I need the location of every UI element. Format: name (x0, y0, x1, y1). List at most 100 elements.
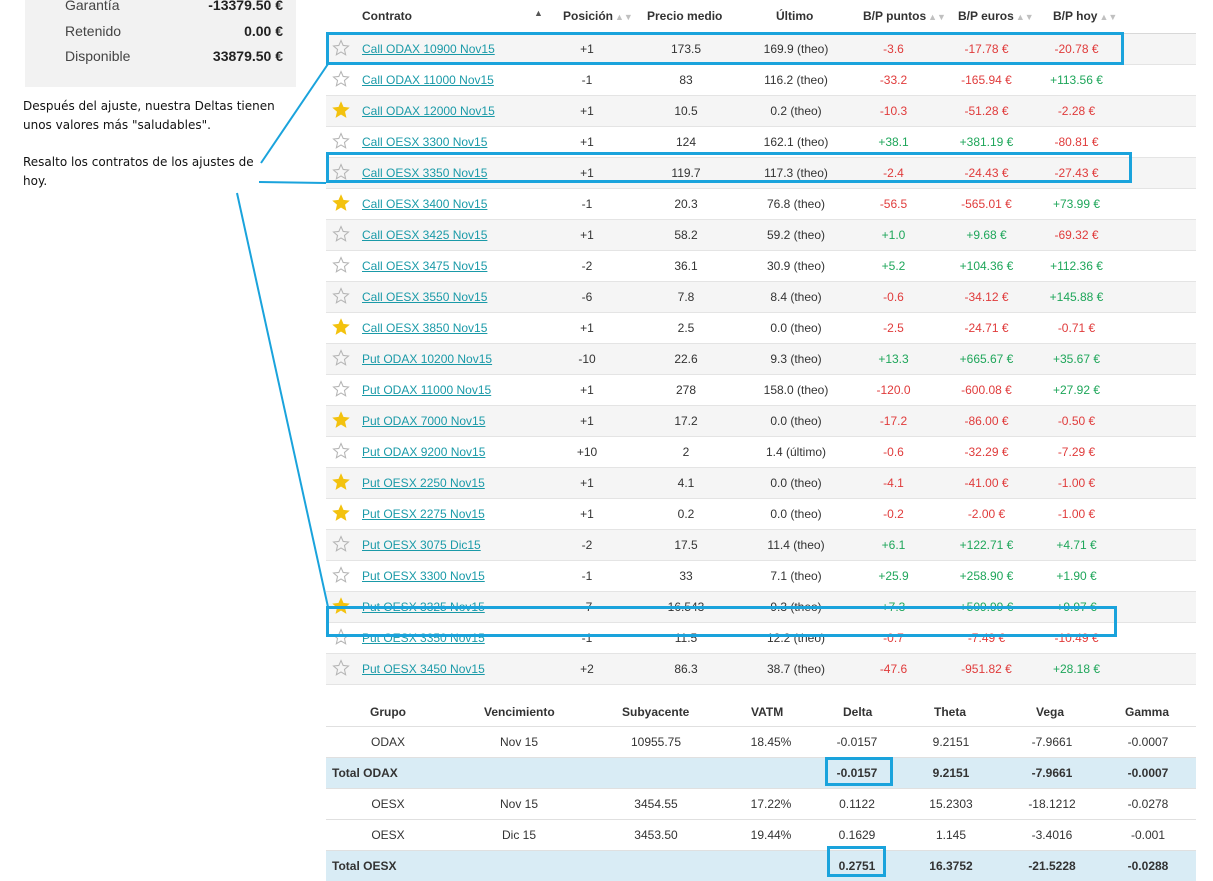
star-filled-icon[interactable] (332, 101, 350, 119)
contract-link[interactable]: Put OESX 2275 Nov15 (362, 507, 485, 521)
cell-ultimo: 12.2 (theo) (766, 631, 826, 645)
star-filled-icon[interactable] (332, 194, 350, 212)
contract-link[interactable]: Call OESX 3550 Nov15 (362, 290, 488, 304)
contract-link[interactable]: Put OESX 3325 Nov15 (362, 600, 485, 614)
cell-pts: -120.0 (876, 383, 911, 397)
cell-pos: +1 (580, 228, 594, 242)
star-outline-icon[interactable] (332, 163, 350, 181)
contract-link[interactable]: Call OESX 3475 Nov15 (362, 259, 488, 273)
star-filled-icon[interactable] (332, 473, 350, 491)
star-filled-icon[interactable] (332, 597, 350, 615)
contract-link[interactable]: Call OESX 3850 Nov15 (362, 321, 488, 335)
cell-ultimo: 9.3 (theo) (770, 600, 822, 614)
cell-hoy: -80.81 € (1054, 135, 1099, 149)
contract-link[interactable]: Call ODAX 12000 Nov15 (362, 104, 495, 118)
col-posicion[interactable]: Posición ▲▼ (563, 9, 633, 23)
cell-hoy: +73.99 € (1052, 197, 1101, 211)
position-row: Put OESX 3300 Nov15 -1 33 7.1 (theo) +25.9 +2… (326, 561, 1196, 592)
cell-grupo: Total ODAX (332, 766, 398, 780)
position-row: Put ODAX 9200 Nov15 +10 2 1.4 (último) -0.6 -… (326, 437, 1196, 468)
position-row: Call OESX 3300 Nov15 +1 124 162.1 (theo) +38… (326, 127, 1196, 158)
position-row: Put OESX 3325 Nov15 -7 16.543 9.3 (theo) +7.… (326, 592, 1196, 623)
star-outline-icon[interactable] (332, 349, 350, 367)
contract-link[interactable]: Put OESX 2250 Nov15 (362, 476, 485, 490)
contract-link[interactable]: Call OESX 3425 Nov15 (362, 228, 488, 242)
cell-eur: -17.78 € (964, 42, 1009, 56)
col-gamma: Gamma (1125, 705, 1170, 719)
star-outline-icon[interactable] (332, 380, 350, 398)
star-filled-icon[interactable] (332, 318, 350, 336)
col-bp-hoy[interactable]: B/P hoy ▲▼ (1053, 9, 1118, 23)
col-precio-medio[interactable]: Precio medio (647, 9, 723, 23)
star-filled-icon[interactable] (332, 504, 350, 522)
annotation-line: Resalto los contratos de los ajustes de (23, 155, 254, 169)
star-outline-icon[interactable] (332, 256, 350, 274)
cell-theta: 1.145 (935, 828, 967, 842)
annotation-line: hoy. (23, 174, 48, 188)
col-bp-euros[interactable]: B/P euros ▲▼ (958, 9, 1034, 23)
contract-link[interactable]: Put ODAX 11000 Nov15 (362, 383, 492, 397)
cell-eur: +258.90 € (959, 569, 1014, 583)
cell-hoy: +27.92 € (1052, 383, 1101, 397)
summary-value: 0.00 € (244, 23, 283, 39)
star-outline-icon[interactable] (332, 287, 350, 305)
star-outline-icon[interactable] (332, 39, 350, 57)
cell-vega: -7.9661 (1031, 766, 1073, 780)
contract-link[interactable]: Put OESX 3075 Dic15 (362, 538, 481, 552)
cell-hoy: -10.49 € (1054, 631, 1099, 645)
cell-ultimo: 59.2 (theo) (766, 228, 826, 242)
contract-link[interactable]: Put ODAX 7000 Nov15 (362, 414, 486, 428)
cell-pos: +1 (580, 476, 594, 490)
contract-link[interactable]: Call ODAX 10900 Nov15 (362, 42, 495, 56)
position-row: Call OESX 3425 Nov15 +1 58.2 59.2 (theo) +1.… (326, 220, 1196, 251)
cell-pos: +1 (580, 135, 594, 149)
contract-link[interactable]: Put ODAX 9200 Nov15 (362, 445, 486, 459)
cell-eur: -51.28 € (964, 104, 1009, 118)
contract-link[interactable]: Put OESX 3450 Nov15 (362, 662, 485, 676)
cell-pts: +38.1 (878, 135, 909, 149)
position-row: Call OESX 3400 Nov15 -1 20.3 76.8 (theo) -56… (326, 189, 1196, 220)
summary-value: -13379.50 € (208, 0, 283, 13)
star-outline-icon[interactable] (332, 535, 350, 553)
contract-link[interactable]: Call OESX 3350 Nov15 (362, 166, 488, 180)
cell-ultimo: 116.2 (theo) (764, 73, 828, 87)
position-row: Put OESX 2275 Nov15 +1 0.2 0.0 (theo) -0.2 -2… (326, 499, 1196, 530)
cell-eur: -165.94 € (961, 73, 1012, 87)
cell-grupo: Total OESX (332, 859, 397, 873)
cell-pos: -7 (581, 600, 593, 614)
cell-vega: -3.4016 (1031, 828, 1073, 842)
greeks-total-row: Total OESX 0.2751 16.3752 -21.5228 -0.0288 (326, 850, 1196, 881)
col-bp-puntos[interactable]: B/P puntos ▲▼ (863, 9, 946, 23)
star-outline-icon[interactable] (332, 225, 350, 243)
cell-pts: -3.6 (883, 42, 904, 56)
star-outline-icon[interactable] (332, 442, 350, 460)
greeks-row: OESX Nov 15 3454.55 17.22% 0.1122 15.2303 -18.… (326, 788, 1196, 819)
position-row: Put ODAX 7000 Nov15 +1 17.2 0.0 (theo) -17.2… (326, 406, 1196, 437)
greeks-total-row: Total ODAX -0.0157 9.2151 -7.9661 -0.0007 (326, 757, 1196, 788)
col-ultimo[interactable]: Último (776, 9, 814, 23)
star-outline-icon[interactable] (332, 70, 350, 88)
cell-gamma: -0.0278 (1127, 797, 1169, 811)
star-outline-icon[interactable] (332, 659, 350, 677)
cell-gamma: -0.001 (1130, 828, 1166, 842)
cell-venc: Nov 15 (499, 735, 539, 749)
cell-ultimo: 9.3 (theo) (770, 352, 822, 366)
sort-asc-icon[interactable]: ▲ (534, 8, 543, 18)
contract-link[interactable]: Put OESX 3350 Nov15 (362, 631, 485, 645)
contract-link[interactable]: Call OESX 3300 Nov15 (362, 135, 488, 149)
cell-pos: -10 (578, 352, 596, 366)
star-outline-icon[interactable] (332, 628, 350, 646)
cell-sub: 10955.75 (630, 735, 682, 749)
cell-pos: +1 (580, 104, 594, 118)
cell-eur: -32.29 € (964, 445, 1009, 459)
contract-link[interactable]: Put OESX 3300 Nov15 (362, 569, 485, 583)
star-outline-icon[interactable] (332, 566, 350, 584)
star-outline-icon[interactable] (332, 132, 350, 150)
contract-link[interactable]: Put ODAX 10200 Nov15 (362, 352, 493, 366)
star-filled-icon[interactable] (332, 411, 350, 429)
contract-link[interactable]: Call OESX 3400 Nov15 (362, 197, 488, 211)
greeks-row: OESX Dic 15 3453.50 19.44% 0.1629 1.145 -3.401… (326, 819, 1196, 850)
col-contrato[interactable]: Contrato (362, 9, 412, 23)
contract-link[interactable]: Call ODAX 11000 Nov15 (362, 73, 494, 87)
cell-hoy: -20.78 € (1054, 42, 1099, 56)
